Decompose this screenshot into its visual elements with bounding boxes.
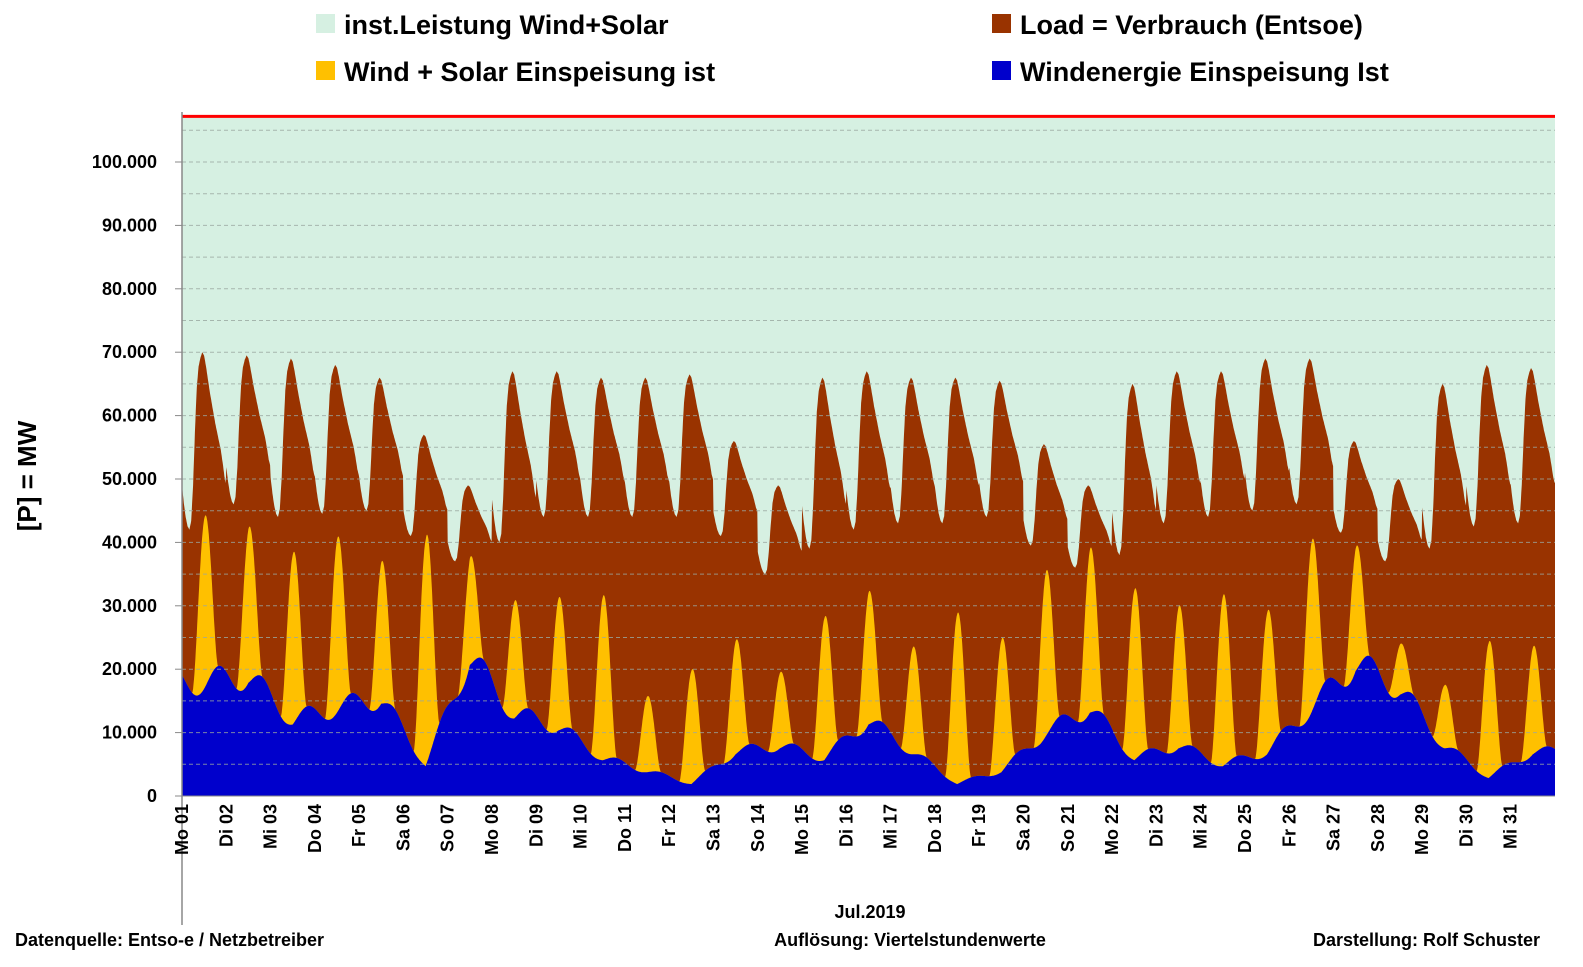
x-tick-label: Fr 12 [659,804,679,847]
x-tick-label: Sa 06 [393,804,413,851]
gridlines [182,114,1555,765]
x-tick-label: Do 11 [615,804,635,852]
axes [181,112,1555,925]
x-tick-label: Di 09 [526,804,546,847]
x-tick-label: Mo 29 [1412,804,1432,855]
x-tick-label: Fr 05 [349,804,369,847]
legend-label: Windenergie Einspeisung Ist [1020,57,1389,87]
y-tick-label: 100.000 [92,152,157,172]
x-tick-label: Fr 19 [969,804,989,847]
x-tick-label: So 21 [1058,804,1078,852]
x-tick-labels: Mo 01 Di 02 Mi 03 Do 04 Fr 05 Sa 06 So 07 Mo 08… [172,804,1521,855]
x-axis-label: Jul.2019 [834,902,905,922]
x-tick-label: Di 16 [836,804,856,847]
x-tick-label: Di 02 [216,804,236,847]
x-tick-label: Sa 13 [703,804,723,851]
footer-resolution: Auflösung: Viertelstundenwerte [774,930,1046,950]
legend-swatch [316,14,335,33]
plot-areas [182,116,1555,797]
x-tick-label: Mi 24 [1191,804,1211,849]
footer-source: Datenquelle: Entso-e / Netzbetreiber [15,930,324,950]
x-tick-label: Do 18 [925,804,945,853]
legend-swatch [992,14,1011,33]
legend-label: Wind + Solar Einspeisung ist [344,57,715,87]
y-tick-label: 70.000 [102,342,157,362]
x-tick-label: Do 25 [1235,804,1255,853]
footer-author: Darstellung: Rolf Schuster [1313,930,1540,950]
y-tick-labels: 0 10.000 20.000 30.000 40.000 50.000 60.000 70.… [92,152,182,806]
y-tick-label: 50.000 [102,469,157,489]
x-tick-label: Mi 03 [261,804,281,849]
x-tick-label: Do 04 [305,804,325,853]
area-wind [182,655,1555,796]
x-tick-label: So 07 [438,804,458,852]
y-tick-label: 20.000 [102,659,157,679]
legend-label: inst.Leistung Wind+Solar [344,10,669,40]
y-tick-label: 40.000 [102,532,157,552]
x-tick-label: Mi 17 [881,804,901,849]
x-tick-label: Sa 20 [1014,804,1034,851]
x-tick-label: So 28 [1368,804,1388,852]
y-tick-label: 0 [147,786,157,806]
x-tick-label: Mo 08 [482,804,502,855]
x-tick-label: Fr 26 [1279,804,1299,847]
x-tick-label: So 14 [748,804,768,852]
x-tick-label: Di 30 [1456,804,1476,847]
y-tick-label: 90.000 [102,215,157,235]
x-tick-label: Mo 01 [172,804,192,855]
x-tick-label: Mo 15 [792,804,812,855]
legend: inst.Leistung Wind+Solar Load = Verbrauch… [316,10,1389,87]
legend-label: Load = Verbrauch (Entsoe) [1020,10,1363,40]
x-tick-label: Di 23 [1146,804,1166,847]
y-tick-label: 80.000 [102,279,157,299]
x-tick-label: Mi 10 [571,804,591,849]
y-tick-label: 60.000 [102,406,157,426]
x-tick-label: Sa 27 [1324,804,1344,851]
y-axis-label: [P] = MW [12,420,42,531]
y-tick-label: 10.000 [102,723,157,743]
y-tick-label: 30.000 [102,596,157,616]
x-tick-label: Mo 22 [1102,804,1122,855]
legend-swatch [992,61,1011,80]
legend-swatch [316,61,335,80]
x-tick-label: Mi 31 [1501,804,1521,849]
